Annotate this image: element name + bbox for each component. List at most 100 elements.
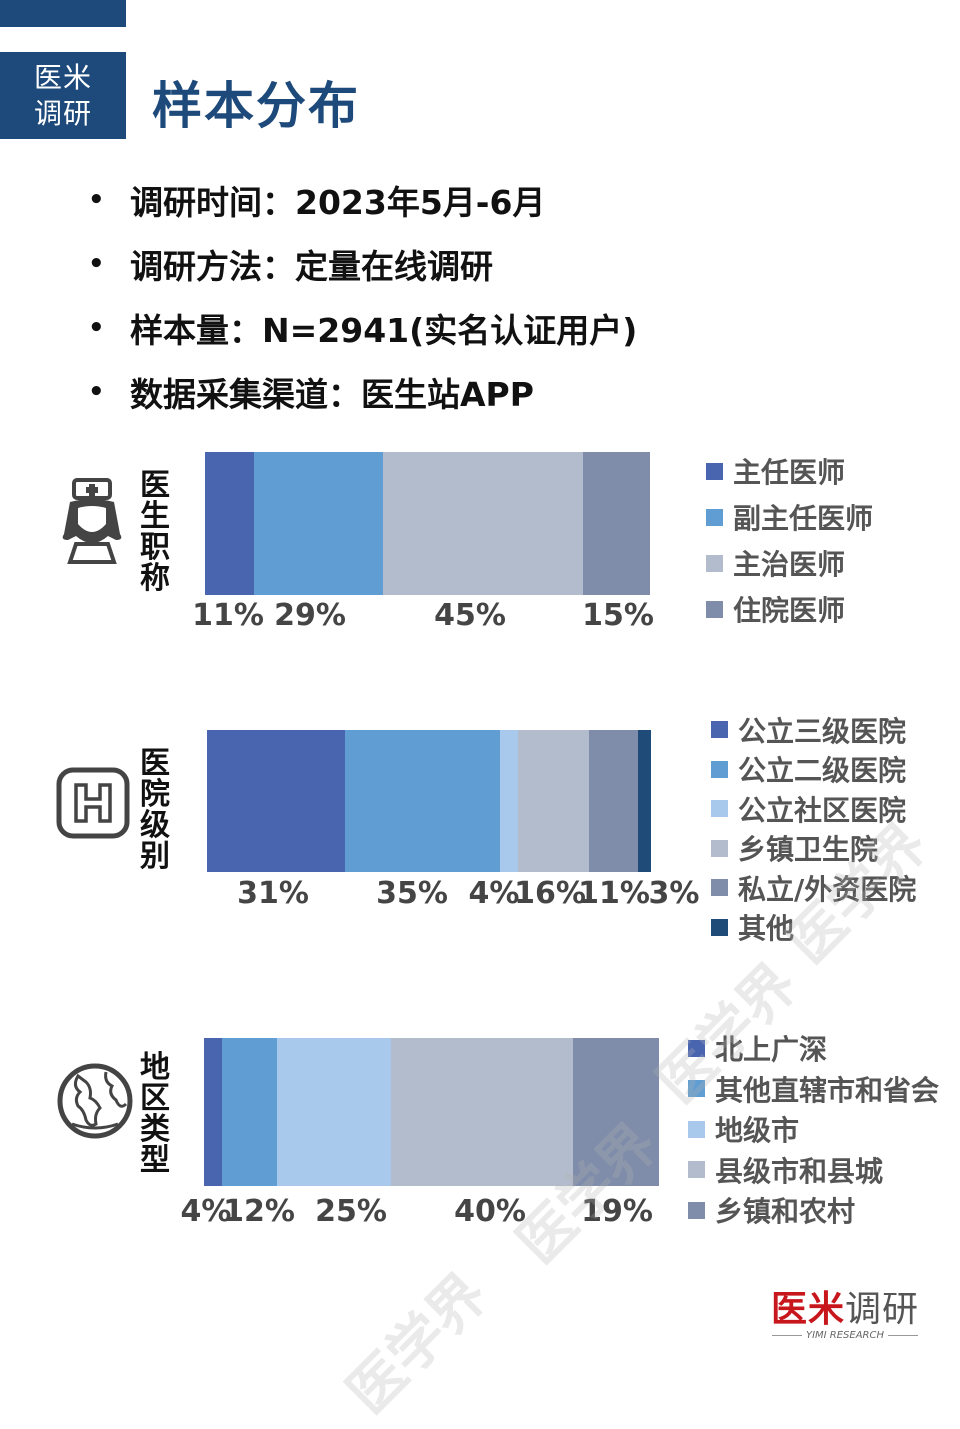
legend-swatch — [711, 918, 728, 936]
bar-segment-attending-physician — [382, 452, 584, 595]
header-accent-bar — [0, 0, 126, 27]
bar-segment-chief-physician — [205, 452, 254, 595]
section-label: 地区类型 — [140, 1050, 170, 1178]
legend-label: 副主任医师 — [733, 502, 874, 535]
pct-label: 35% — [376, 876, 448, 911]
divider — [888, 1335, 919, 1336]
watermark: 医学界 — [335, 1261, 500, 1427]
legend: 公立三级医院 公立二级医院 公立社区医院 乡镇卫生院 私立/外资医院 其他 — [711, 710, 916, 947]
legend-swatch — [711, 879, 728, 897]
brand-line-2: 调研 — [33, 96, 92, 130]
pct-label: 11% — [192, 598, 264, 633]
pct-label: 25% — [315, 1194, 387, 1229]
legend-swatch — [688, 1161, 705, 1179]
legend-item: 公立二级医院 — [711, 750, 916, 790]
bar-segment-public-community — [500, 730, 518, 872]
legend-swatch — [706, 600, 723, 618]
legend-item: 主治医师 — [706, 540, 873, 586]
legend-label: 乡镇卫生院 — [738, 833, 879, 867]
legend-item: 主任医师 — [706, 448, 873, 494]
legend-swatch — [688, 1201, 705, 1219]
info-item-method: • 调研方法：定量在线调研 — [88, 232, 637, 296]
legend-label: 地级市 — [715, 1114, 800, 1148]
legend-swatch — [688, 1120, 705, 1138]
info-text: 数据采集渠道：医生站APP — [130, 375, 534, 414]
legend-swatch — [711, 839, 728, 857]
bar-segment-resident-physician — [583, 452, 650, 595]
legend-item: 其他 — [711, 908, 916, 948]
bullet: • — [88, 249, 105, 279]
legend-item: 乡镇和农村 — [688, 1190, 939, 1231]
section-label: 医院级别 — [140, 746, 170, 874]
pct-label: 12% — [223, 1194, 295, 1229]
legend-item: 公立三级医院 — [711, 710, 916, 750]
logo-en-text: YIMI RESEARCH — [805, 1330, 885, 1341]
bullet: • — [88, 185, 105, 215]
logo-gray: 调研 — [845, 1289, 920, 1330]
legend-label: 其他直辖市和省会 — [715, 1073, 940, 1107]
legend-item: 北上广深 — [688, 1028, 939, 1069]
legend: 主任医师 副主任医师 主治医师 住院医师 — [706, 448, 873, 632]
legend-label: 乡镇和农村 — [715, 1195, 856, 1229]
legend-item: 乡镇卫生院 — [711, 829, 916, 869]
legend-swatch — [711, 721, 728, 739]
stacked-bar — [207, 730, 651, 872]
logo-en: YIMI RESEARCH — [770, 1330, 920, 1341]
hospital-h-icon — [56, 767, 130, 839]
brand-line-1: 医米 — [33, 60, 92, 94]
globe-icon — [57, 1063, 133, 1139]
bar-segment-towns-rural — [572, 1038, 659, 1186]
bar-segment-other — [637, 730, 651, 872]
pct-label: 4% — [180, 1194, 232, 1229]
logo-text: 医米调研 — [770, 1290, 920, 1330]
divider — [771, 1335, 802, 1336]
pct-label: 4% — [468, 876, 520, 911]
pct-label: 16% — [514, 876, 586, 911]
pct-label: 29% — [274, 598, 346, 633]
pct-label: 19% — [581, 1194, 653, 1229]
pct-label: 15% — [582, 598, 654, 633]
legend-item: 私立/外资医院 — [711, 868, 916, 908]
footer-logo: 医米调研 YIMI RESEARCH — [770, 1290, 920, 1341]
legend-item: 公立社区医院 — [711, 789, 916, 829]
legend-label: 其他 — [738, 912, 795, 946]
legend-item: 县级市和县城 — [688, 1150, 939, 1191]
legend-label: 北上广深 — [715, 1033, 828, 1067]
legend-swatch — [711, 760, 728, 778]
info-item-sample: • 样本量：N=2941(实名认证用户) — [88, 296, 637, 360]
pct-label: 31% — [237, 876, 309, 911]
pct-label: 3% — [648, 876, 700, 911]
bar-segment-tier1-cities — [204, 1038, 223, 1186]
bar-segment-other-municipalities-capitals — [222, 1038, 277, 1186]
info-item-channel: • 数据采集渠道：医生站APP — [88, 360, 637, 424]
legend-item: 其他直辖市和省会 — [688, 1069, 939, 1110]
legend-swatch — [688, 1039, 705, 1057]
legend-label: 公立三级医院 — [738, 714, 907, 748]
legend-swatch — [688, 1080, 705, 1098]
legend-swatch — [706, 554, 723, 572]
page-title: 样本分布 — [152, 77, 360, 135]
stacked-bar — [205, 452, 650, 595]
legend-item: 地级市 — [688, 1109, 939, 1150]
bar-segment-associate-chief-physician — [253, 452, 383, 595]
bar-segment-public-tier3 — [207, 730, 345, 872]
info-item-time: • 调研时间：2023年5月-6月 — [88, 168, 637, 232]
pct-label: 40% — [454, 1194, 526, 1229]
legend-swatch — [711, 800, 728, 818]
legend-label: 住院医师 — [733, 594, 846, 627]
legend-label: 私立/外资医院 — [738, 872, 917, 906]
pct-label: 11% — [578, 876, 650, 911]
logo-red: 医米 — [770, 1289, 845, 1330]
info-text: 调研时间：2023年5月-6月 — [130, 183, 546, 222]
brand-badge: 医米 调研 — [0, 52, 126, 139]
legend-item: 住院医师 — [706, 586, 873, 632]
bar-segment-public-tier2 — [344, 730, 501, 872]
legend-label: 公立社区医院 — [738, 793, 907, 827]
bar-segment-township-health — [517, 730, 589, 872]
legend-swatch — [706, 462, 723, 480]
info-text: 调研方法：定量在线调研 — [130, 247, 493, 286]
info-text: 样本量：N=2941(实名认证用户) — [130, 311, 638, 350]
section-label: 医生职称 — [140, 468, 170, 596]
legend-item: 副主任医师 — [706, 494, 873, 540]
legend-label: 主任医师 — [733, 456, 846, 489]
